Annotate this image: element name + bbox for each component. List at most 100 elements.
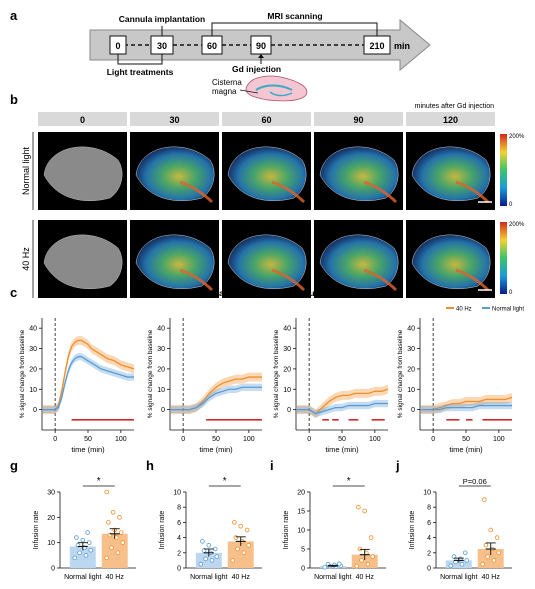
mri-col-header-4: 120 — [443, 115, 458, 125]
legend-label-0: 40 Hz — [456, 307, 472, 313]
point-g-1-10 — [110, 509, 116, 515]
mri-label: MRI scanning — [267, 11, 322, 21]
ytick-label-e-3: 30 — [283, 346, 291, 353]
ytick-label-e-4: 40 — [283, 326, 291, 333]
mri-flow-0-4 — [455, 180, 490, 204]
panel-letter-c: c — [10, 285, 17, 300]
ytick-label-c-0: 0 — [33, 407, 37, 414]
chart-title-c: Basal forebrain — [57, 288, 119, 298]
point-i-1-2 — [359, 558, 364, 563]
mri-colorbar-max-1: 200% — [509, 222, 525, 228]
point-g-0-1 — [83, 553, 89, 558]
point-h-1-5 — [233, 535, 239, 540]
point-g-0-7 — [80, 537, 86, 543]
ytick-label-i-3: 15 — [297, 509, 305, 516]
bar-chart-g: 0 10 20 30 Infusion rate Normal light 40 Hz * — [33, 476, 136, 581]
series-line-c-0 — [42, 339, 135, 411]
mri-colorbar-min-1: 0 — [509, 290, 513, 296]
point-h-1-3 — [246, 542, 252, 548]
bar-chart-i: 0 5 10 15 20 Infusion rate Normal light 40 Hz * — [283, 476, 386, 581]
panel-letter-h: h — [146, 458, 154, 473]
mri-colorbar-max-0: 200% — [509, 134, 525, 140]
point-h-0-7 — [206, 542, 212, 548]
line-chart-f: Hippocampus 0 10 20 30 40 0 50 100 time (min) % si… — [397, 288, 524, 454]
point-g-0-0 — [72, 555, 78, 561]
ytick-label-c-1: 10 — [29, 387, 37, 394]
panel-letter-j: j — [395, 458, 400, 473]
ytick-label-e-2: 20 — [283, 366, 291, 373]
point-h-0-6 — [212, 546, 218, 552]
line-chart-d: Prefrontal lobe 0 10 20 30 40 0 50 100 time (min)… — [147, 288, 262, 454]
sig-label-i: * — [347, 476, 351, 487]
ytick-label-c-2: 20 — [29, 366, 37, 373]
band-d-1 — [170, 383, 262, 414]
panel-letter-b: b — [10, 92, 18, 107]
point-h-1-6 — [244, 527, 250, 533]
point-h-0-1 — [209, 558, 215, 563]
chart-title-f: Hippocampus — [438, 288, 494, 298]
xtick-label-f-1: 50 — [462, 436, 470, 443]
mri-col-header-0: 0 — [80, 115, 85, 125]
category-label-i-1: 40 Hz — [356, 574, 375, 581]
ytick-label-f-4: 40 — [407, 326, 415, 333]
sig-label-j: P=0.06 — [463, 477, 487, 486]
point-g-1-1 — [115, 550, 121, 556]
point-h-1-8 — [232, 520, 237, 525]
xtick-label-e-1: 50 — [338, 436, 346, 443]
light-bracket — [117, 54, 163, 65]
point-h-1-0 — [230, 558, 236, 563]
point-j-0-3 — [464, 558, 470, 563]
ytick-label-j-1: 2 — [427, 550, 431, 557]
point-g-1-9 — [117, 515, 122, 520]
bar-i-0 — [319, 566, 346, 568]
point-g-1-0 — [104, 555, 110, 561]
ylabel-i: Infusion rate — [283, 511, 290, 550]
xlabel-c: time (min) — [71, 445, 105, 454]
xtick-label-c-0: 0 — [53, 436, 57, 443]
ytick-label-h-1: 2 — [177, 550, 181, 557]
mri-flow-1-3 — [363, 268, 398, 292]
point-g-1-11 — [104, 489, 110, 495]
bar-chart-h: 0 2 4 6 8 10 Infusion rate Normal light 40 Hz * — [159, 476, 262, 581]
mri-row-label-1: 40 Hz — [21, 247, 31, 271]
point-i-0-0 — [322, 564, 328, 570]
point-j-1-1 — [491, 558, 497, 563]
xtick-label-c-1: 50 — [84, 436, 92, 443]
band-e-1 — [296, 399, 388, 418]
ytick-label-c-4: 40 — [29, 326, 37, 333]
mri-col-header-1: 30 — [169, 115, 179, 125]
mri-flow-1-2 — [271, 268, 306, 292]
mri-col-header-bg-4 — [406, 112, 495, 126]
point-j-0-1 — [459, 561, 465, 567]
band-c-0 — [42, 335, 134, 415]
ytick-label-h-2: 4 — [177, 535, 181, 542]
category-label-h-1: 40 Hz — [232, 574, 251, 581]
ylabel-h: Infusion rate — [159, 511, 166, 550]
mri-col-header-3: 90 — [353, 115, 363, 125]
point-g-1-3 — [120, 540, 126, 545]
series-line-f-1 — [420, 404, 512, 411]
band-d-0 — [170, 372, 262, 415]
ytick-label-j-3: 6 — [427, 520, 431, 527]
mri-brain-1-0 — [43, 234, 123, 290]
mri-col-header-bg-3 — [314, 112, 403, 126]
point-h-0-8 — [200, 539, 205, 544]
ylabel-d: % signal change from baseline — [147, 329, 154, 418]
mouse-brain-sketch — [239, 75, 308, 102]
point-g-1-6 — [118, 530, 124, 535]
point-h-0-0 — [198, 561, 204, 567]
point-g-0-6 — [86, 540, 92, 545]
mri-flow-0-3 — [363, 180, 398, 204]
panel-letter-g: g — [10, 458, 18, 473]
series-line-c-1 — [42, 356, 134, 411]
bar-j-0 — [445, 560, 472, 568]
timeline-box-label-90: 90 — [256, 41, 266, 51]
ytick-label-i-2: 10 — [297, 528, 305, 535]
timeline-box-label-0: 0 — [115, 41, 120, 51]
xlabel-f: time (min) — [449, 445, 483, 454]
mri-row-label-0: Normal light — [21, 146, 31, 195]
category-label-h-0: Normal light — [190, 574, 227, 581]
point-g-1-2 — [109, 545, 114, 551]
category-label-j-1: 40 Hz — [482, 574, 501, 581]
chart-title-d: Prefrontal lobe — [186, 288, 246, 298]
